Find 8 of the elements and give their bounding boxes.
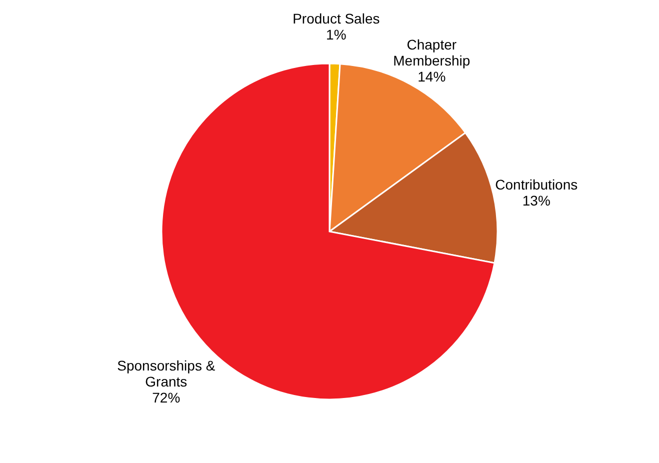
data-label: 72% (152, 390, 180, 406)
data-label: 14% (418, 68, 446, 85)
data-label: 13% (522, 192, 550, 208)
slice-label: Chapter Membership (393, 36, 470, 69)
slice-label: Product Sales (292, 10, 380, 27)
data-label: 1% (326, 26, 346, 43)
slice-label: Contributions (495, 176, 578, 192)
slice-label: Sponsorships & Grants (117, 358, 216, 390)
